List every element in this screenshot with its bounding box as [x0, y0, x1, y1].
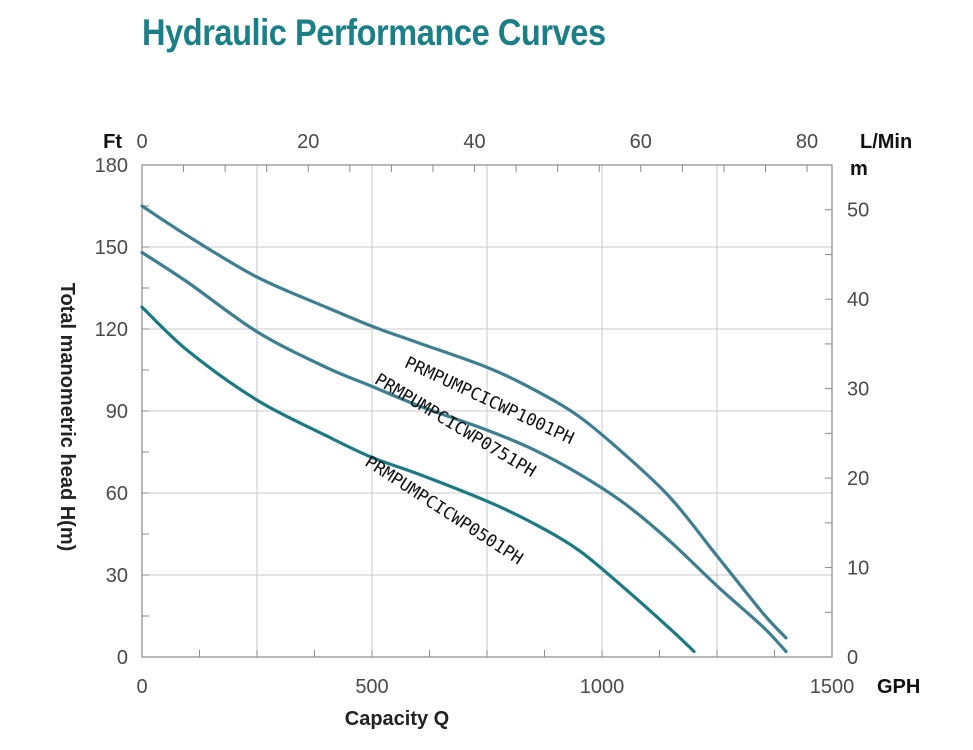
- x2-tick-label: 20: [297, 131, 319, 153]
- series-label: PRMPUMPCICWP0501PH: [361, 452, 526, 569]
- series-line: [140, 305, 696, 654]
- x-unit-label: GPH: [877, 676, 920, 698]
- y-tick-label: 150: [95, 237, 128, 259]
- y2-tick-label: 0: [847, 647, 858, 669]
- x-axis-title: Capacity Q: [345, 708, 449, 730]
- y-tick-label: 30: [106, 565, 128, 587]
- x-tick-label: 500: [355, 676, 388, 698]
- x-tick-label: 1500: [810, 676, 855, 698]
- y-tick-label: 0: [117, 647, 128, 669]
- y2-tick-label: 30: [847, 379, 869, 401]
- y-tick-label: 120: [95, 319, 128, 341]
- series-curves: PRMPUMPCICWP1001PHPRMPUMPCICWP0751PHPRMP…: [140, 204, 788, 654]
- y2-tick-label: 40: [847, 289, 869, 311]
- x2-unit-label: L/Min: [860, 131, 912, 153]
- y-tick-label: 90: [106, 401, 128, 423]
- y-tick-label: 60: [106, 483, 128, 505]
- x2-tick-label: 0: [136, 131, 147, 153]
- y-tick-label: 180: [95, 155, 128, 177]
- series-line: [140, 204, 788, 640]
- x-tick-label: 1000: [580, 676, 625, 698]
- x2-tick-label: 60: [630, 131, 652, 153]
- chart-title: Hydraulic Performance Curves: [142, 12, 606, 53]
- y2-tick-label: 20: [847, 468, 869, 490]
- tick-marks: [141, 165, 832, 657]
- grid: [142, 165, 832, 657]
- y2-unit-label: m: [850, 158, 868, 180]
- x2-tick-label: 40: [463, 131, 485, 153]
- series-line: [140, 250, 788, 654]
- x2-tick-label: 80: [796, 131, 818, 153]
- x-tick-label: 0: [136, 676, 147, 698]
- y2-tick-label: 50: [847, 200, 869, 222]
- y2-tick-label: 10: [847, 558, 869, 580]
- axis-labels: 0 500 1000 1500 0 20 40 60 80 0 30 60 90 120 150 180 0 10…: [56, 131, 920, 730]
- y-axis-title: Total manometric head H(m): [56, 283, 78, 552]
- y-unit-label: Ft: [103, 131, 122, 153]
